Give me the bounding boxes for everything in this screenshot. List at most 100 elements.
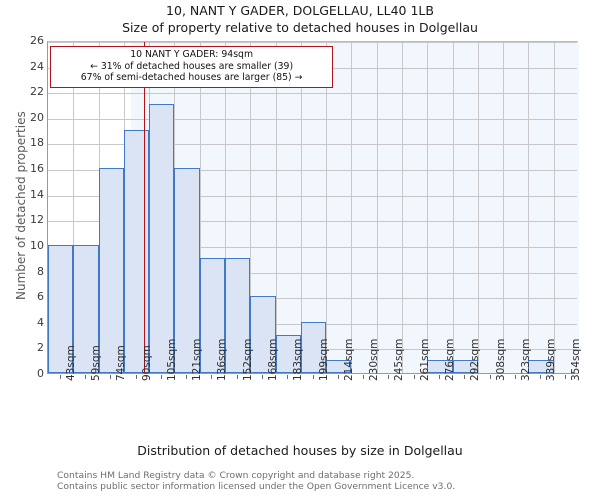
x-axis-tickmark <box>438 375 440 379</box>
histogram-bar <box>326 360 352 373</box>
footer-line-1: Contains HM Land Registry data © Crown c… <box>57 470 415 481</box>
gridline <box>48 272 577 274</box>
x-axis-tickmark <box>413 375 415 379</box>
gridline <box>250 42 252 373</box>
y-axis-tick-label: 10 <box>30 238 44 252</box>
x-axis-tickmark <box>261 375 263 379</box>
gridline <box>225 42 226 373</box>
histogram-bar <box>174 168 200 373</box>
y-axis-tick-label: 18 <box>30 136 44 150</box>
x-axis-tickmark <box>84 375 86 379</box>
y-axis-tick-label: 26 <box>30 34 44 47</box>
gridline <box>48 195 577 197</box>
gridline <box>48 42 577 43</box>
x-axis-tick-label: 261sqm <box>418 338 431 381</box>
x-axis-tickmark <box>160 375 162 379</box>
y-axis-tick-label: 8 <box>37 264 44 278</box>
gridline <box>427 42 429 373</box>
x-axis-tickmark <box>287 375 289 379</box>
x-axis-tick-label: 354sqm <box>570 338 583 381</box>
gridline <box>477 42 479 373</box>
x-axis-tick-label: 276sqm <box>443 338 456 381</box>
y-axis-tick-label: 6 <box>37 290 44 304</box>
page-title: 10, NANT Y GADER, DOLGELLAU, LL40 1LB <box>166 3 434 18</box>
histogram-bar <box>250 296 276 373</box>
y-axis-tick-label: 0 <box>37 367 44 380</box>
chart-title-block: 10, NANT Y GADER, DOLGELLAU, LL40 1LB Si… <box>0 2 600 36</box>
histogram-bar <box>98 168 124 373</box>
annotation-line-3: 67% of semi-detached houses are larger (… <box>80 72 303 83</box>
x-axis-tick-label: 199sqm <box>317 338 330 381</box>
histogram-bar <box>225 257 251 373</box>
x-axis-tick-label: 152sqm <box>241 338 254 381</box>
x-axis-tick-label: 323sqm <box>519 338 532 381</box>
x-axis-tick-label: 230sqm <box>368 338 381 381</box>
gridline <box>528 42 530 373</box>
x-axis-tick-label: 105sqm <box>165 338 178 381</box>
histogram-bar <box>123 129 150 373</box>
x-axis-tick-label: 339sqm <box>545 338 558 381</box>
gridline <box>300 42 302 373</box>
histogram-bar <box>300 321 327 373</box>
x-axis-tickmark <box>236 375 238 379</box>
gridline <box>48 118 577 120</box>
histogram-bar <box>275 334 301 373</box>
x-axis-tickmark <box>211 375 213 379</box>
gridline <box>48 246 577 248</box>
x-axis-tick-label: 245sqm <box>393 338 406 381</box>
plot-area <box>47 41 579 374</box>
x-axis-tick-label: 308sqm <box>494 338 507 381</box>
x-axis-tick-label: 74sqm <box>115 345 128 381</box>
x-axis-tickmark <box>489 375 491 379</box>
x-axis-tickmark <box>59 375 61 379</box>
x-axis-tickmark <box>363 375 365 379</box>
histogram-bar <box>528 360 554 373</box>
y-axis-tick-label: 12 <box>30 213 44 227</box>
x-axis-tick-label: 59sqm <box>89 345 102 381</box>
y-axis-tick-label: 22 <box>30 85 44 99</box>
gridline <box>275 42 277 373</box>
histogram-bar <box>199 257 225 373</box>
gridline <box>553 42 555 373</box>
gridline <box>351 42 353 373</box>
x-axis-tickmark <box>514 375 516 379</box>
x-axis-tick-label: 90sqm <box>140 345 153 381</box>
x-axis-tickmark <box>565 375 567 379</box>
histogram-bar <box>48 244 74 373</box>
gridline <box>326 42 328 373</box>
x-axis-tick-label: 183sqm <box>292 338 305 381</box>
gridline <box>48 93 577 95</box>
footer-attribution: Contains HM Land Registry data © Crown c… <box>57 470 587 492</box>
property-marker-line <box>143 42 146 373</box>
x-axis-tickmark <box>110 375 112 379</box>
annotation-line-2: ← 31% of detached houses are smaller (39… <box>90 60 294 72</box>
gridline <box>48 298 577 300</box>
x-axis-tickmark <box>388 375 390 379</box>
histogram-bar <box>149 104 175 373</box>
gridline <box>452 42 454 373</box>
x-axis-tick-label: 214sqm <box>342 338 355 381</box>
y-axis-tick-label: 4 <box>37 315 44 329</box>
y-axis-ticks: 0 2 4 6 8 10 12 14 16 18 20 22 24 26 <box>0 0 44 500</box>
chart-subtitle: Size of property relative to detached ho… <box>122 20 478 35</box>
x-axis-tickmark <box>540 375 542 379</box>
gridline <box>48 144 577 146</box>
x-axis-tickmark <box>135 375 137 379</box>
x-axis-tick-label: 43sqm <box>64 345 77 381</box>
y-axis-tick-label: 16 <box>30 162 44 176</box>
x-axis-tick-label: 168sqm <box>266 338 279 381</box>
y-axis-tick-label: 2 <box>37 341 44 355</box>
x-axis-tickmark <box>186 375 188 379</box>
footer-line-2: Contains public sector information licen… <box>57 481 456 492</box>
histogram-bar <box>73 244 99 373</box>
histogram-bar <box>452 360 478 373</box>
annotation-line-1: 10 NANT Y GADER: 94sqm <box>130 49 253 60</box>
gridline <box>376 42 378 373</box>
x-axis-tickmark <box>464 375 466 379</box>
gridline <box>48 221 577 223</box>
x-axis-tickmark <box>312 375 314 379</box>
y-axis-label: Number of detached properties <box>14 110 28 300</box>
x-axis-label: Distribution of detached houses by size … <box>137 443 463 458</box>
gridline <box>402 42 403 373</box>
gridline <box>73 42 75 373</box>
